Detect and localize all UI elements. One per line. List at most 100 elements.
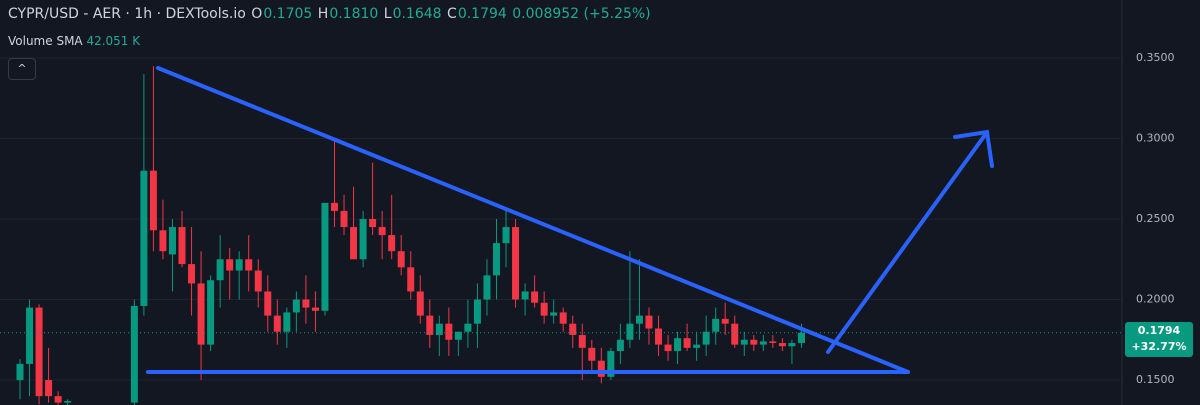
candle-body — [483, 275, 491, 300]
volume-value: 42.051 K — [86, 34, 141, 48]
candle-body — [664, 344, 672, 352]
candle-body — [454, 331, 462, 340]
candle-body — [416, 291, 424, 316]
ohlc-change: 0.008952 (+5.25%) — [512, 6, 651, 22]
candle-body — [340, 210, 348, 228]
candle-body — [45, 380, 53, 397]
candle-body — [473, 299, 481, 324]
candle-body — [616, 339, 624, 352]
ohlc-value: 0.1794 — [457, 6, 507, 22]
candle-body — [750, 339, 758, 345]
candle-body — [197, 283, 205, 345]
candle-body — [521, 291, 529, 300]
candle-body — [578, 334, 586, 348]
candle-body — [216, 259, 224, 281]
candle-body — [311, 307, 319, 311]
candle-body — [721, 318, 729, 324]
candle-body — [788, 343, 796, 347]
candle-body — [778, 343, 786, 347]
y-tick-label: 0.1500 — [1136, 373, 1175, 386]
candle-body — [426, 315, 434, 335]
ohlc-key: C — [447, 6, 457, 22]
y-tick-label: 0.2500 — [1136, 212, 1175, 225]
candle-body — [797, 332, 805, 344]
volume-label: Volume SMA — [8, 34, 83, 48]
candle-body — [273, 315, 281, 332]
candle-body — [254, 270, 262, 292]
candle-body — [178, 227, 186, 265]
candle-body — [188, 264, 196, 284]
volume-legend: Volume SMA 42.051 K — [8, 34, 140, 48]
ohlc-value: 0.1648 — [392, 6, 442, 22]
y-tick-label: 0.3500 — [1136, 51, 1175, 64]
candle-body — [635, 315, 643, 324]
candle-body — [264, 291, 272, 316]
price: 0.1794 — [1137, 324, 1181, 337]
candle-body — [35, 307, 43, 397]
candle-body — [168, 227, 176, 255]
candle-body — [407, 267, 415, 292]
candle-body — [702, 331, 710, 345]
candle-body — [321, 202, 329, 311]
y-tick-label: 0.3000 — [1136, 131, 1175, 144]
candle-body — [378, 227, 386, 236]
candle-body — [435, 323, 443, 335]
arrow-head — [953, 129, 994, 168]
last-price-label: 0.1794 +32.77% — [1125, 322, 1193, 357]
candle-body — [645, 315, 653, 329]
price-axis: 0.1500 0.2000 0.2500 0.3000 0.3500 — [1136, 51, 1175, 386]
drawings — [146, 66, 994, 374]
collapse-button[interactable]: ^ — [8, 58, 36, 80]
candle-body — [493, 243, 500, 276]
candle-body — [149, 170, 157, 231]
candle-body — [330, 202, 338, 211]
candle-body — [597, 360, 605, 377]
candle-body — [245, 259, 253, 271]
candle-body — [64, 400, 72, 403]
candle-body — [283, 312, 291, 332]
candle-body — [292, 299, 300, 313]
candle-body — [159, 230, 167, 252]
candle-body — [550, 312, 558, 316]
ohlc-value: 0.1705 — [263, 6, 313, 22]
candles — [0, 66, 1122, 405]
candle-body — [674, 338, 682, 352]
candle-body — [359, 219, 367, 260]
candle-body — [655, 328, 663, 345]
candle-body — [607, 351, 615, 377]
candle-body — [388, 235, 396, 252]
ohlc-value: 0.1810 — [329, 6, 379, 22]
change: +32.77% — [1131, 340, 1187, 353]
candle-body — [369, 219, 377, 228]
candle-body — [140, 170, 148, 306]
ohlc-key: H — [317, 6, 329, 22]
ohlc-key: O — [251, 6, 263, 22]
candle-body — [769, 341, 777, 344]
ohlc-key: L — [383, 6, 392, 22]
candle-body — [559, 312, 567, 324]
candle-body — [540, 302, 548, 316]
candle-body — [588, 347, 596, 361]
candle-body — [502, 227, 510, 244]
candle-body — [693, 344, 701, 348]
candle-body — [740, 339, 748, 345]
candle-body — [235, 259, 243, 271]
candle-body — [731, 323, 739, 345]
header: CYPR/USD - AER · 1h · DEXTools.io O0.170… — [8, 6, 652, 22]
candle-body — [16, 363, 24, 381]
candle-body — [512, 227, 520, 300]
candle-body — [712, 318, 720, 332]
candle-body — [531, 291, 539, 303]
candle-body — [26, 307, 34, 364]
trendline — [156, 66, 910, 374]
candle-body — [464, 323, 472, 332]
grid — [0, 57, 1122, 381]
candle-body — [445, 323, 453, 340]
candle-body — [683, 338, 691, 348]
candle-body — [54, 396, 62, 403]
candle-body — [569, 323, 577, 335]
candle-body — [302, 299, 310, 308]
arrow-shaft — [826, 133, 987, 354]
